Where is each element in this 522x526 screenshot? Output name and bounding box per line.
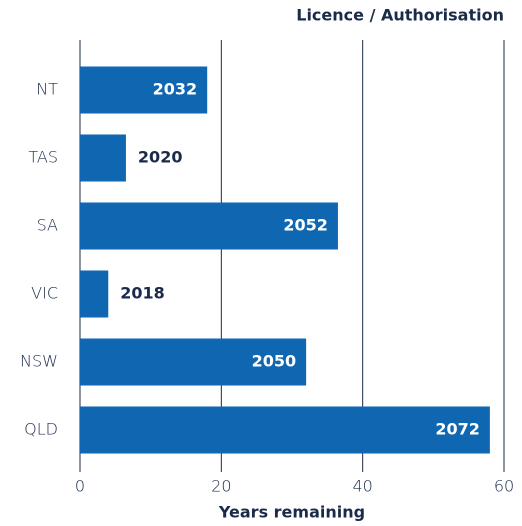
y-tick-label: QLD bbox=[24, 420, 58, 439]
bar-label: 2052 bbox=[283, 216, 328, 235]
bar-label: 2020 bbox=[138, 148, 183, 167]
y-tick-label: TAS bbox=[28, 148, 58, 167]
y-tick-label: SA bbox=[37, 216, 58, 235]
bar bbox=[80, 202, 338, 250]
y-tick-label: NSW bbox=[20, 352, 58, 371]
y-tick-label: VIC bbox=[31, 284, 58, 303]
x-tick-label: 20 bbox=[211, 477, 231, 496]
bar-label: 2032 bbox=[153, 80, 198, 99]
bar bbox=[80, 406, 490, 454]
bar-label: 2018 bbox=[120, 284, 165, 303]
bar bbox=[80, 134, 126, 182]
x-axis-label: Years remaining bbox=[218, 503, 365, 522]
bar bbox=[80, 338, 307, 386]
bar-label: 2072 bbox=[435, 420, 480, 439]
bar bbox=[80, 66, 208, 114]
x-tick-label: 0 bbox=[75, 477, 85, 496]
y-tick-label: NT bbox=[36, 80, 58, 99]
bar-label: 2050 bbox=[252, 352, 297, 371]
x-tick-label: 60 bbox=[494, 477, 514, 496]
bar bbox=[80, 270, 109, 318]
chart-title: Licence / Authorisation bbox=[296, 6, 504, 25]
x-tick-label: 40 bbox=[352, 477, 372, 496]
